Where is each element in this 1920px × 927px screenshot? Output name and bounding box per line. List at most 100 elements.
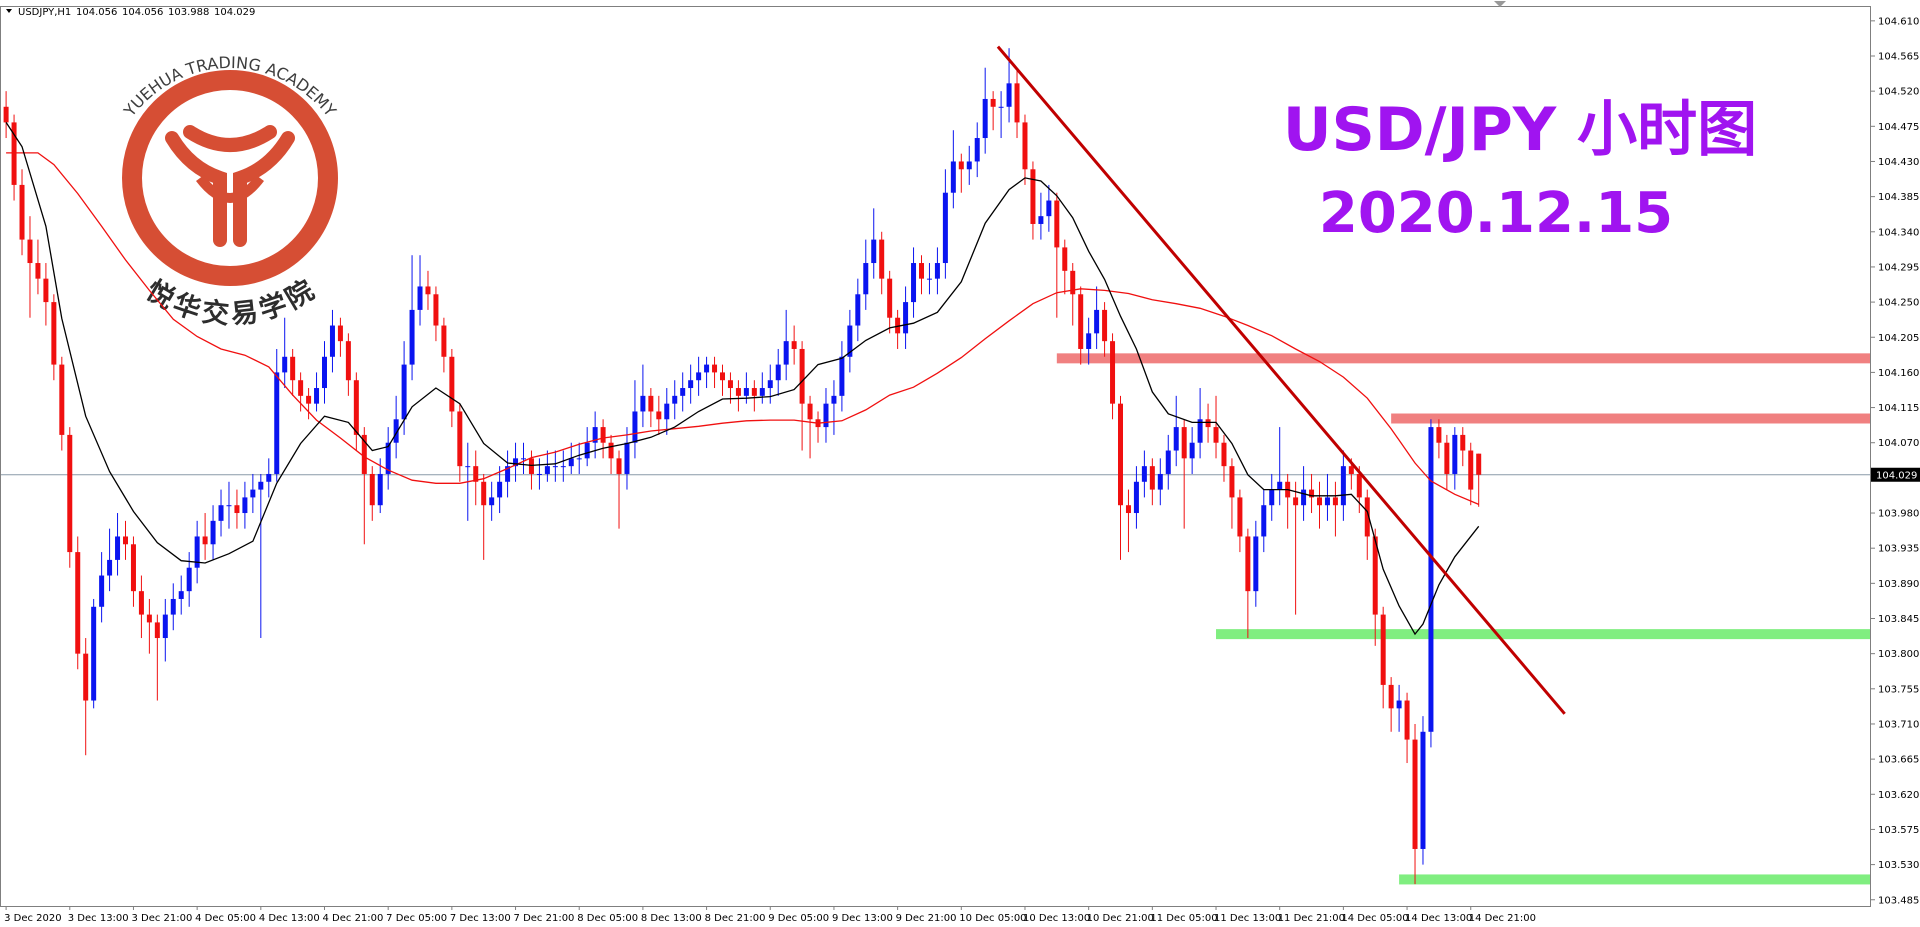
candle-body bbox=[1125, 505, 1131, 514]
ma-slow bbox=[6, 152, 1479, 505]
candle-body bbox=[1133, 481, 1139, 514]
y-tick-label: 103.755 bbox=[1878, 684, 1919, 695]
candle-body bbox=[735, 388, 741, 396]
candle-body bbox=[1022, 122, 1028, 170]
candle-body bbox=[1340, 466, 1346, 506]
candle-body bbox=[528, 458, 534, 474]
y-tick-label: 103.800 bbox=[1878, 649, 1919, 660]
candle-body bbox=[43, 278, 49, 303]
candle-body bbox=[1388, 684, 1394, 709]
candle-body bbox=[115, 536, 121, 560]
candle-body bbox=[186, 567, 192, 592]
candle-body bbox=[1420, 731, 1426, 849]
candle-body bbox=[600, 427, 606, 443]
candle-body bbox=[1062, 247, 1068, 271]
candle-body bbox=[1356, 473, 1362, 498]
x-tick-label: 11 Dec 13:00 bbox=[1214, 913, 1281, 924]
candle-body bbox=[807, 403, 813, 420]
candle-body bbox=[497, 481, 503, 498]
x-tick-label: 3 Dec 21:00 bbox=[131, 913, 192, 924]
candle-body bbox=[298, 380, 304, 396]
candle-body bbox=[1261, 505, 1267, 537]
candle-body bbox=[361, 434, 367, 474]
x-tick-label: 9 Dec 05:00 bbox=[768, 913, 829, 924]
candle-body bbox=[401, 364, 407, 420]
x-tick-label: 10 Dec 13:00 bbox=[1023, 913, 1090, 924]
plot-frame bbox=[0, 6, 1871, 907]
y-tick-label: 103.845 bbox=[1878, 614, 1919, 625]
candle-body bbox=[1237, 497, 1243, 537]
candle-body bbox=[1253, 536, 1259, 592]
candle-body bbox=[473, 466, 479, 482]
x-tick-label: 14 Dec 21:00 bbox=[1469, 913, 1536, 924]
x-tick-label: 7 Dec 13:00 bbox=[450, 913, 511, 924]
candle-body bbox=[656, 411, 662, 420]
candle-body bbox=[337, 325, 343, 342]
y-tick-label: 103.485 bbox=[1878, 895, 1919, 906]
candle-body bbox=[27, 239, 33, 264]
candle-body bbox=[720, 372, 725, 381]
candle-body bbox=[345, 341, 351, 381]
candle-body bbox=[1165, 450, 1171, 474]
y-tick-label: 104.520 bbox=[1878, 87, 1919, 98]
y-tick-label: 103.710 bbox=[1878, 719, 1919, 730]
candle-body bbox=[1428, 427, 1434, 732]
candle-body bbox=[123, 536, 128, 545]
y-tick-label: 103.620 bbox=[1878, 790, 1919, 801]
header-close: 104.029 bbox=[214, 7, 255, 18]
x-tick-label: 8 Dec 13:00 bbox=[641, 913, 702, 924]
x-tick-label: 10 Dec 21:00 bbox=[1087, 913, 1154, 924]
candle-body bbox=[608, 442, 614, 459]
candle-body bbox=[950, 161, 956, 193]
candle-body bbox=[465, 466, 471, 468]
candle-body bbox=[855, 294, 861, 326]
candle-body bbox=[783, 341, 789, 365]
chart-subtitle: 2020.12.15 bbox=[1319, 181, 1673, 246]
candle-body bbox=[831, 395, 837, 404]
x-tick-label: 4 Dec 05:00 bbox=[195, 913, 256, 924]
candle-body bbox=[1380, 614, 1386, 685]
candle-body bbox=[290, 356, 296, 381]
x-tick-label: 7 Dec 21:00 bbox=[514, 913, 575, 924]
candle-body bbox=[1094, 309, 1100, 334]
candle-body bbox=[926, 278, 932, 280]
price-level bbox=[1216, 629, 1871, 640]
candle-body bbox=[672, 395, 678, 404]
candle-body bbox=[958, 161, 964, 170]
candle-body bbox=[210, 520, 216, 545]
candle-body bbox=[934, 263, 940, 279]
candle-body bbox=[712, 364, 718, 373]
candle-body bbox=[775, 364, 781, 381]
candle-body bbox=[67, 434, 73, 553]
candle-body bbox=[385, 442, 391, 474]
candle-body bbox=[1277, 481, 1283, 490]
y-tick-label: 104.250 bbox=[1878, 298, 1919, 309]
x-tick-label: 11 Dec 21:00 bbox=[1278, 913, 1345, 924]
candle-body bbox=[1317, 497, 1322, 506]
candle-body bbox=[751, 388, 757, 396]
shift-marker bbox=[1494, 1, 1506, 7]
candle-body bbox=[1444, 442, 1450, 474]
x-tick-label: 3 Dec 2020 bbox=[4, 913, 62, 924]
price-level bbox=[1399, 874, 1871, 885]
y-tick-label: 103.575 bbox=[1878, 825, 1919, 836]
candle-body bbox=[314, 388, 320, 404]
candle-body bbox=[417, 286, 423, 310]
y-tick-label: 104.160 bbox=[1878, 368, 1919, 379]
y-tick-label: 104.430 bbox=[1878, 157, 1919, 168]
candle-body bbox=[369, 473, 375, 506]
candle-body bbox=[1324, 497, 1330, 506]
candle-body bbox=[83, 653, 89, 701]
candle-body bbox=[1372, 536, 1378, 615]
candle-body bbox=[1141, 466, 1147, 482]
candle-body bbox=[696, 372, 702, 381]
candle-body bbox=[1189, 442, 1195, 459]
candle-body bbox=[282, 356, 288, 373]
candle-body bbox=[1245, 536, 1251, 592]
logo-mark bbox=[196, 174, 264, 203]
candle-body bbox=[895, 317, 901, 334]
candle-body bbox=[194, 536, 200, 568]
y-tick-label: 103.665 bbox=[1878, 755, 1919, 766]
